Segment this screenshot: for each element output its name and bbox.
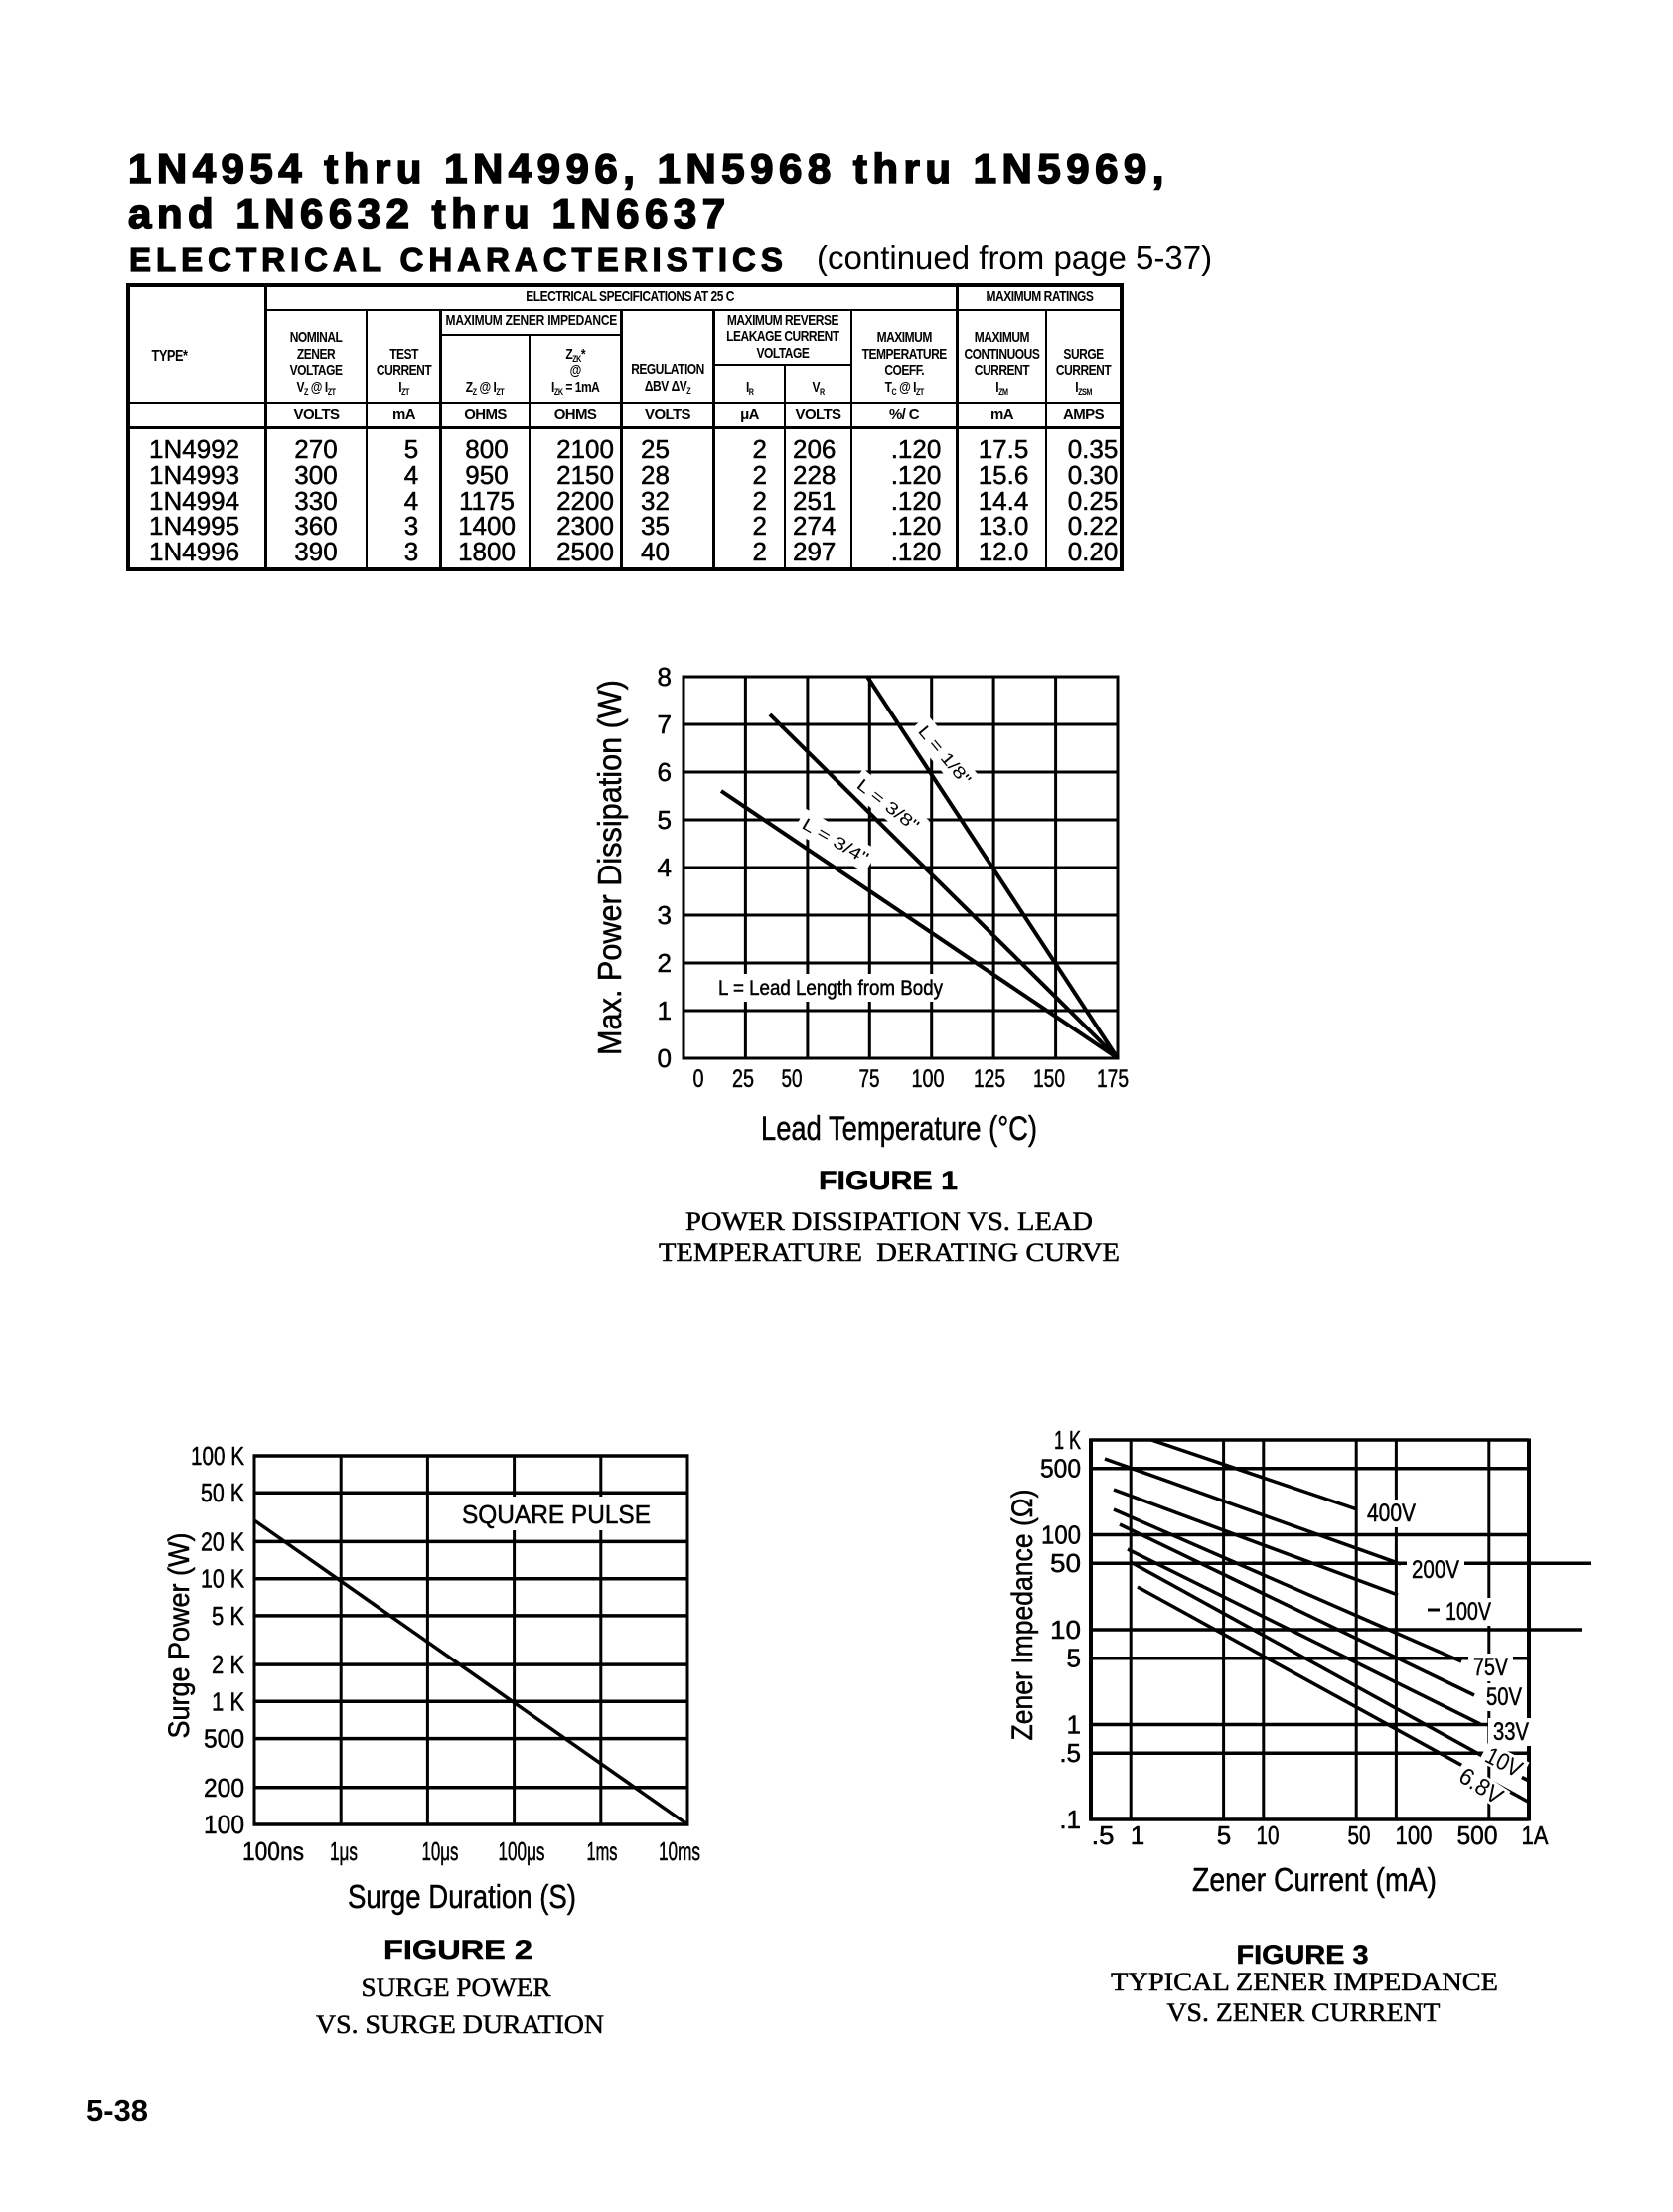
svg-text:500: 500	[1040, 1454, 1081, 1484]
svg-text:.1: .1	[1059, 1805, 1081, 1834]
svg-text:5 K: 5 K	[212, 1601, 245, 1631]
svg-text:1: 1	[1067, 1710, 1081, 1740]
svg-text:5: 5	[1067, 1644, 1081, 1673]
svg-text:TEMPERATURE DERATING CURVE: TEMPERATURE DERATING CURVE	[659, 1238, 1120, 1267]
svg-text:25: 25	[732, 1065, 754, 1093]
svg-text:100μs: 100μs	[499, 1836, 545, 1866]
svg-text:Surge Power (W): Surge Power (W)	[163, 1533, 196, 1739]
svg-text:1: 1	[1131, 1820, 1144, 1850]
svg-text:Zener Current (mA): Zener Current (mA)	[1192, 1861, 1437, 1898]
svg-text:FIGURE 2: FIGURE 2	[383, 1935, 532, 1965]
svg-text:200V: 200V	[1412, 1556, 1459, 1584]
svg-text:SQUARE PULSE: SQUARE PULSE	[462, 1500, 651, 1529]
svg-text:150: 150	[1033, 1065, 1065, 1093]
svg-text:10ms: 10ms	[659, 1836, 700, 1866]
svg-text:VS. ZENER CURRENT: VS. ZENER CURRENT	[1167, 1998, 1441, 2027]
svg-text:VS. SURGE DURATION: VS. SURGE DURATION	[316, 2010, 604, 2039]
svg-text:4: 4	[658, 853, 672, 882]
svg-text:.5: .5	[1059, 1738, 1081, 1768]
svg-text:2: 2	[658, 948, 672, 978]
svg-text:POWER DISSIPATION VS. LEAD: POWER DISSIPATION VS. LEAD	[685, 1207, 1093, 1236]
svg-text:Surge Duration (S): Surge Duration (S)	[348, 1878, 576, 1915]
svg-text:0: 0	[658, 1043, 672, 1073]
svg-text:SURGE POWER: SURGE POWER	[362, 1974, 552, 2002]
svg-text:33V: 33V	[1493, 1718, 1529, 1746]
svg-text:10: 10	[1257, 1820, 1280, 1850]
svg-text:.5: .5	[1092, 1820, 1115, 1850]
svg-text:Lead Temperature (°C): Lead Temperature (°C)	[761, 1110, 1037, 1148]
svg-text:50: 50	[782, 1065, 803, 1093]
svg-text:10μs: 10μs	[422, 1836, 459, 1866]
svg-text:1: 1	[658, 996, 672, 1026]
svg-text:75: 75	[859, 1065, 880, 1093]
svg-text:1μs: 1μs	[330, 1836, 358, 1866]
svg-text:5: 5	[658, 805, 672, 835]
svg-text:2 K: 2 K	[212, 1650, 245, 1679]
svg-text:Max. Power Dissipation (W): Max. Power Dissipation (W)	[591, 680, 628, 1055]
svg-text:Zener Impedance (Ω): Zener Impedance (Ω)	[1006, 1490, 1039, 1741]
svg-text:7: 7	[658, 710, 672, 739]
svg-text:FIGURE 3: FIGURE 3	[1237, 1940, 1369, 1970]
svg-text:3: 3	[658, 900, 672, 930]
svg-text:5: 5	[1217, 1820, 1231, 1850]
svg-text:75V: 75V	[1473, 1654, 1508, 1681]
svg-text:10 K: 10 K	[201, 1564, 245, 1594]
svg-text:8: 8	[658, 662, 672, 692]
svg-text:100: 100	[912, 1065, 945, 1093]
svg-text:L = 1/8": L = 1/8"	[914, 722, 975, 789]
svg-text:500: 500	[204, 1724, 244, 1754]
svg-text:100: 100	[1396, 1820, 1433, 1850]
svg-text:1ms: 1ms	[587, 1836, 618, 1866]
svg-text:400V: 400V	[1367, 1500, 1416, 1527]
svg-text:100: 100	[204, 1810, 244, 1839]
svg-text:100 K: 100 K	[191, 1441, 245, 1471]
svg-text:50: 50	[1050, 1548, 1081, 1578]
svg-text:175: 175	[1097, 1065, 1129, 1093]
svg-text:0: 0	[693, 1065, 704, 1093]
svg-text:1A: 1A	[1522, 1820, 1550, 1850]
svg-text:TYPICAL ZENER IMPEDANCE: TYPICAL ZENER IMPEDANCE	[1111, 1968, 1498, 1996]
svg-text:L = Lead Length from Body: L = Lead Length from Body	[718, 977, 943, 1000]
svg-text:FIGURE 1: FIGURE 1	[819, 1166, 958, 1195]
svg-text:20 K: 20 K	[201, 1526, 245, 1556]
svg-text:50 K: 50 K	[201, 1478, 245, 1507]
svg-text:10: 10	[1050, 1615, 1081, 1645]
svg-text:500: 500	[1457, 1820, 1498, 1850]
svg-text:6: 6	[658, 757, 672, 787]
svg-text:1 K: 1 K	[212, 1686, 245, 1716]
svg-text:100: 100	[1041, 1520, 1081, 1550]
svg-text:200: 200	[204, 1773, 244, 1803]
svg-text:1 K: 1 K	[1054, 1425, 1081, 1455]
svg-text:100ns: 100ns	[242, 1836, 304, 1866]
svg-text:125: 125	[974, 1065, 1005, 1093]
svg-text:50V: 50V	[1486, 1683, 1522, 1711]
svg-text:50: 50	[1348, 1820, 1371, 1850]
svg-text:100V: 100V	[1445, 1598, 1491, 1626]
